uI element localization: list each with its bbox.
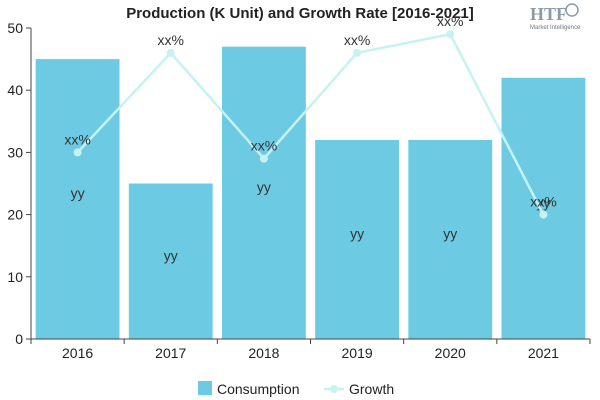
growth-data-label: xx%	[158, 32, 184, 48]
htf-logo: HTF Market Intelligence	[530, 3, 581, 31]
bar-data-label: yy	[257, 179, 271, 195]
x-tick-label: 2018	[248, 345, 279, 361]
logo-text: HTF	[530, 4, 567, 24]
bar-2021[interactable]	[501, 77, 586, 339]
growth-line	[76, 32, 545, 216]
y-tick-label: 10	[7, 269, 23, 285]
y-tick-label: 40	[7, 82, 23, 98]
x-tick-label: 2017	[155, 345, 186, 361]
growth-point-2017[interactable]	[166, 48, 175, 57]
bar-2016[interactable]	[35, 59, 120, 339]
x-tick-label: 2020	[435, 345, 466, 361]
y-tick-label: 20	[7, 207, 23, 223]
growth-point-2021[interactable]	[539, 210, 548, 219]
legend-swatch-growth-marker	[330, 385, 338, 393]
x-axis: 2016 2017 2018 2019 2020 2021	[30, 338, 591, 361]
growth-data-label: xx%	[530, 194, 556, 210]
line-series: xx% xx% xx% xx% xx% xx%	[64, 13, 557, 219]
logo-globe-icon	[565, 3, 579, 17]
bar-2018[interactable]	[221, 46, 306, 339]
x-tick-label: 2019	[342, 345, 373, 361]
y-axis: 0 10 20 30 40 50	[7, 20, 32, 347]
legend-label-growth: Growth	[349, 381, 394, 397]
y-tick-label: 50	[7, 20, 23, 36]
growth-data-label: xx%	[437, 13, 463, 29]
bar-data-label: yy	[350, 225, 364, 241]
legend-item-growth[interactable]: Growth	[324, 381, 394, 397]
growth-point-2019[interactable]	[353, 48, 362, 57]
bar-data-label: yy	[443, 225, 457, 241]
bar-2019[interactable]	[315, 139, 400, 339]
legend: Consumption Growth	[198, 381, 394, 397]
growth-data-label: xx%	[344, 32, 370, 48]
bar-2020[interactable]	[408, 139, 493, 339]
legend-swatch-consumption	[198, 381, 212, 395]
growth-data-label: xx%	[251, 138, 277, 154]
bar-data-label: yy	[71, 185, 85, 201]
x-tick-label: 2021	[528, 345, 559, 361]
logo-subtext: Market Intelligence	[530, 25, 581, 31]
x-tick-label: 2016	[62, 345, 93, 361]
chart-title: Production (K Unit) and Growth Rate [201…	[126, 5, 474, 22]
bar-2017[interactable]	[128, 183, 213, 340]
growth-point-2018[interactable]	[259, 154, 268, 163]
y-tick-label: 0	[15, 331, 23, 347]
y-tick-label: 30	[7, 144, 23, 160]
growth-point-2016[interactable]	[73, 148, 82, 157]
growth-data-label: xx%	[64, 131, 90, 147]
legend-label-consumption: Consumption	[217, 381, 300, 397]
legend-item-consumption[interactable]: Consumption	[198, 381, 300, 397]
growth-point-2020[interactable]	[446, 30, 455, 39]
bar-data-label: yy	[164, 247, 178, 263]
